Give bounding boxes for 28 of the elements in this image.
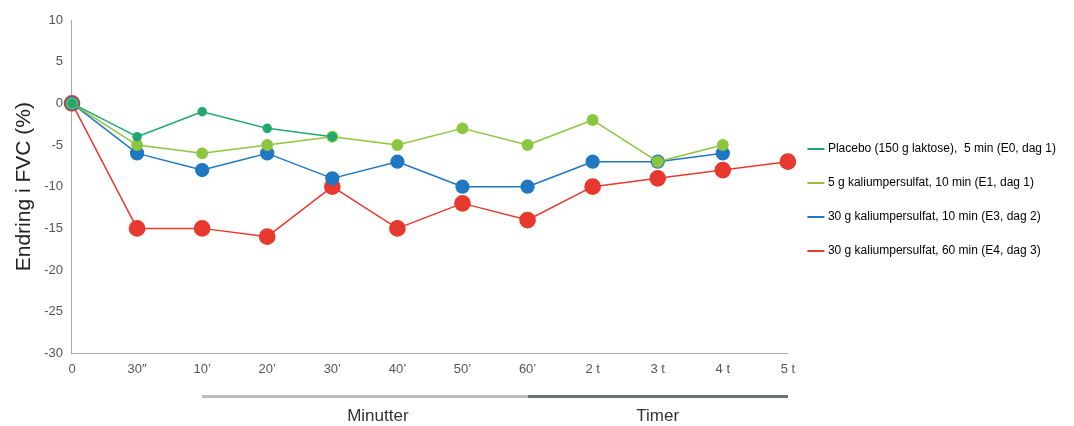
text: Timer bbox=[636, 406, 680, 426]
y-tick-label: -25 bbox=[44, 303, 63, 319]
x-tick-label: 3 t bbox=[650, 360, 666, 376]
y-axis-title: Endring i FVC (%) bbox=[11, 102, 35, 272]
x-tick-label: 50’ bbox=[453, 360, 472, 376]
y-tick-label: 0 bbox=[55, 94, 63, 110]
x-tick-label: 40’ bbox=[388, 360, 407, 376]
y-tick-label: -20 bbox=[44, 261, 63, 277]
x-tick-label: 2 t bbox=[585, 360, 601, 376]
x-tick-label: 4 t bbox=[715, 360, 731, 376]
legend-label: 30 g kaliumpersulfat, 60 min (E4, dag 3) bbox=[827, 243, 1041, 258]
y-tick-label: 10 bbox=[48, 11, 63, 27]
y-tick-label: -30 bbox=[44, 344, 63, 360]
x-tick-label: 5 t bbox=[780, 360, 796, 376]
legend-label: Placebo (150 g laktose), 5 min (E0, dag 1) bbox=[827, 141, 1056, 156]
y-tick-label: -15 bbox=[44, 219, 63, 235]
y-tick-label: -5 bbox=[51, 136, 63, 152]
legend-label: 5 g kaliumpersulfat, 10 min (E1, dag 1) bbox=[827, 175, 1034, 190]
x-tick-label: 60’ bbox=[518, 360, 537, 376]
x-tick-label: 10’ bbox=[193, 360, 211, 376]
y-tick-label: 5 bbox=[55, 53, 63, 69]
x-tick-label: 20’ bbox=[258, 360, 277, 376]
x-tick-label: 0 bbox=[68, 360, 76, 376]
x-tick-label: 30’ bbox=[323, 360, 342, 376]
x-tick-label: 30″ bbox=[127, 360, 147, 376]
legend-label: 30 g kaliumpersulfat, 10 min (E3, dag 2) bbox=[827, 209, 1041, 224]
y-tick-label: -10 bbox=[44, 178, 63, 194]
text: Minutter bbox=[347, 406, 409, 426]
